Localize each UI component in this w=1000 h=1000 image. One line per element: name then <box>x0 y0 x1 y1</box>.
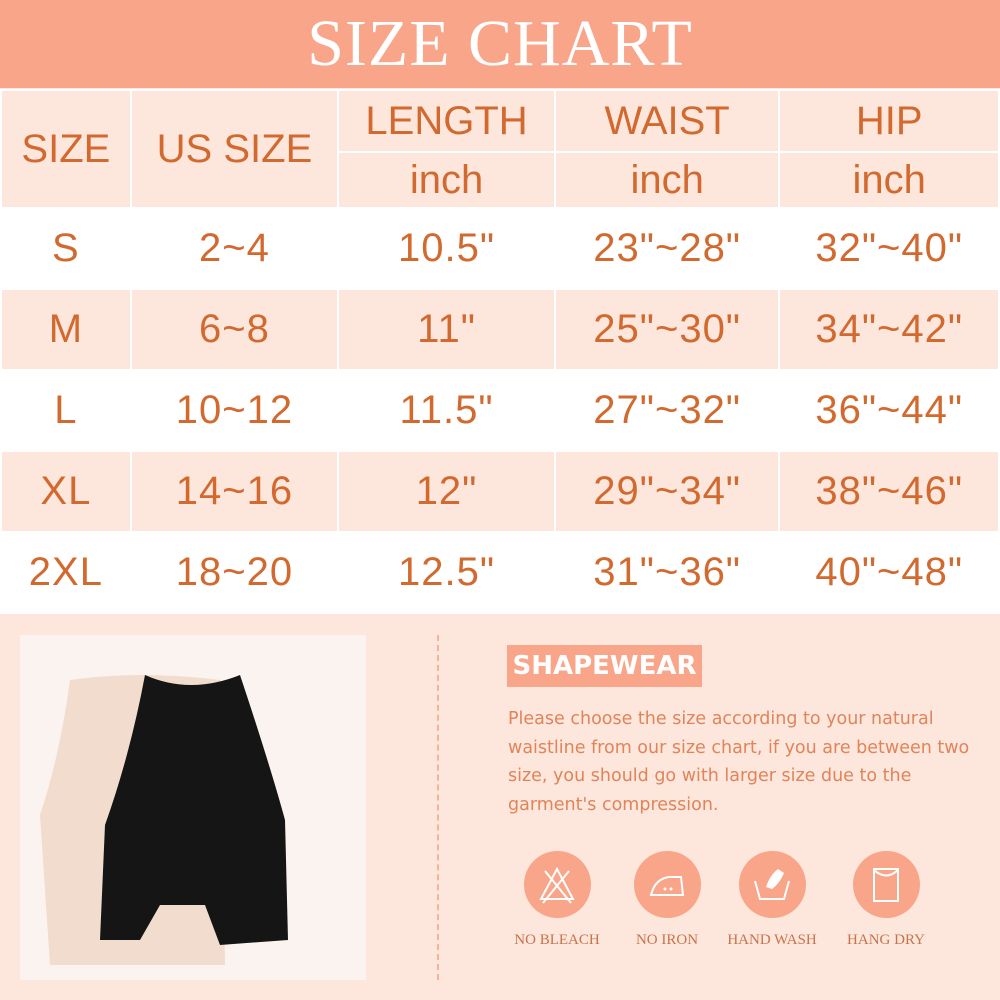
header-length: LENGTH <box>337 89 556 153</box>
cell-hip: 40"~48" <box>778 531 1000 614</box>
cell-length: 12.5" <box>337 531 556 614</box>
header-size: SIZE <box>0 89 132 209</box>
cell-length: 11" <box>337 288 556 371</box>
care-label: NO IRON <box>635 932 699 948</box>
no-bleach-icon <box>523 851 591 918</box>
care-hand-wash: HAND WASH <box>712 851 832 949</box>
table-row: XL 14~16 12" 29"~34" 38"~46" <box>0 450 1000 533</box>
cell-size: XL <box>0 450 132 533</box>
cell-waist: 29"~34" <box>553 450 781 533</box>
cell-hip: 32"~40" <box>778 207 1000 290</box>
header-us-size: US SIZE <box>129 89 340 209</box>
care-label: NO BLEACH <box>514 932 600 948</box>
cell-length: 10.5" <box>337 207 556 290</box>
cell-size: L <box>0 369 132 452</box>
cell-us: 2~4 <box>129 207 340 290</box>
header-hip: HIP <box>778 89 1000 153</box>
no-iron-icon <box>633 851 701 918</box>
cell-size: S <box>0 207 132 290</box>
cell-length: 12" <box>337 450 556 533</box>
care-label: HANG DRY <box>847 932 925 948</box>
care-hang-dry: HANG DRY <box>826 851 946 949</box>
cell-waist: 25"~30" <box>553 288 781 371</box>
unit-hip: inch <box>778 151 1000 209</box>
care-no-iron: NO IRON <box>607 851 727 949</box>
shapewear-badge: SHAPEWEAR <box>507 645 702 687</box>
product-photo <box>20 635 366 980</box>
divider <box>437 635 439 980</box>
cell-us: 18~20 <box>129 531 340 614</box>
hand-wash-icon <box>738 851 806 918</box>
size-table: SIZE US SIZE LENGTH WAIST HIP inch inch … <box>0 89 1000 614</box>
cell-waist: 31"~36" <box>553 531 781 614</box>
cell-length: 11.5" <box>337 369 556 452</box>
unit-waist: inch <box>553 151 781 209</box>
cell-waist: 23"~28" <box>553 207 781 290</box>
table-row: L 10~12 11.5" 27"~32" 36"~44" <box>0 369 1000 452</box>
cell-hip: 36"~44" <box>778 369 1000 452</box>
cell-waist: 27"~32" <box>553 369 781 452</box>
care-no-bleach: NO BLEACH <box>497 851 617 949</box>
table-row: M 6~8 11" 25"~30" 34"~42" <box>0 288 1000 371</box>
cell-size: M <box>0 288 132 371</box>
cell-us: 6~8 <box>129 288 340 371</box>
page-title: SIZE CHART <box>0 0 1000 88</box>
cell-us: 14~16 <box>129 450 340 533</box>
care-label: HAND WASH <box>727 932 817 948</box>
cell-us: 10~12 <box>129 369 340 452</box>
unit-length: inch <box>337 151 556 209</box>
header-waist: WAIST <box>553 89 781 153</box>
shapewear-image <box>40 675 288 965</box>
table-row: S 2~4 10.5" 23"~28" 32"~40" <box>0 207 1000 290</box>
cell-hip: 34"~42" <box>778 288 1000 371</box>
size-advice: Please choose the size according to your… <box>508 709 970 815</box>
table-row: 2XL 18~20 12.5" 31"~36" 40"~48" <box>0 531 1000 614</box>
hang-dry-icon <box>852 851 920 918</box>
cell-hip: 38"~46" <box>778 450 1000 533</box>
cell-size: 2XL <box>0 531 132 614</box>
